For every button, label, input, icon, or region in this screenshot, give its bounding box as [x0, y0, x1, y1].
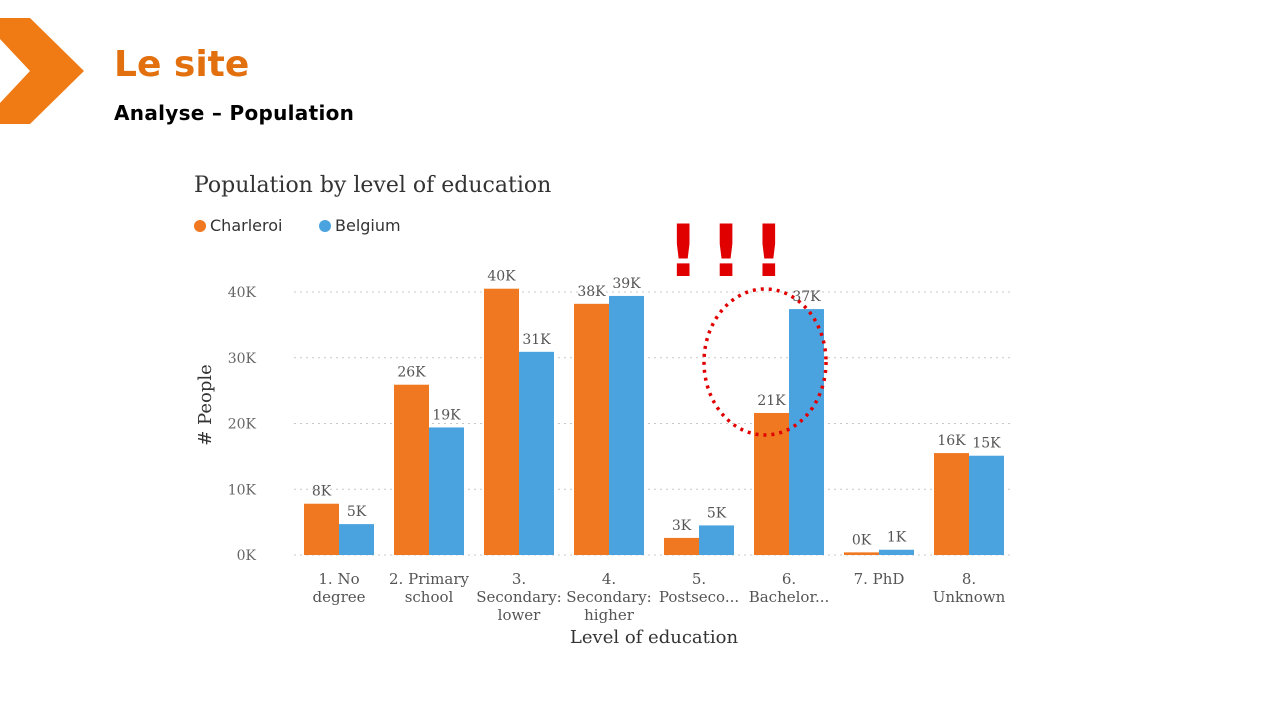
y-axis-ticks: 0K 10K 20K 30K 40K [228, 285, 257, 564]
alert-exclamation: !!! [667, 209, 796, 293]
x-category-line: 4. [602, 570, 616, 588]
x-category-label: 4. Secondary: higher [566, 570, 652, 624]
x-category-line: Secondary: [566, 588, 652, 606]
bar-belgium [699, 525, 734, 555]
x-axis-title: Level of education [570, 627, 739, 648]
bar-charleroi [754, 412, 789, 555]
legend-swatch-belgium [319, 220, 331, 232]
y-axis-title: # People [195, 364, 216, 446]
y-tick-label: 20K [228, 417, 257, 433]
slide-title: Le site [114, 44, 250, 85]
x-category-line: Secondary: [476, 588, 562, 606]
bar-belgium [879, 549, 914, 555]
data-label-belgium: 5K [347, 504, 367, 520]
x-category-label: 1. No degree [312, 570, 365, 606]
bar-belgium [969, 455, 1004, 555]
bar-belgium [789, 309, 824, 555]
data-label-belgium: 19K [432, 407, 461, 423]
y-tick-label: 40K [228, 285, 257, 301]
x-category-line: school [405, 588, 454, 606]
x-category-label: 3. Secondary: lower [476, 570, 562, 624]
bar-charleroi [664, 537, 699, 555]
legend-swatch-charleroi [194, 220, 206, 232]
brand-chevron-shape [0, 18, 84, 124]
chart-legend: Charleroi Belgium [194, 216, 401, 235]
y-tick-label: 30K [228, 351, 257, 367]
data-label-charleroi: 40K [487, 269, 516, 285]
bar-charleroi [484, 288, 519, 555]
data-label-belgium: 31K [522, 332, 551, 348]
bar-charleroi [394, 384, 429, 555]
legend-label-charleroi: Charleroi [210, 216, 282, 235]
x-category-line: 3. [512, 570, 526, 588]
bars [304, 288, 1004, 555]
data-label-belgium: 39K [612, 276, 641, 292]
x-category-line: 6. [782, 570, 796, 588]
bar-charleroi [304, 503, 339, 555]
slide-subtitle: Analyse – Population [114, 101, 355, 125]
x-category-line: Bachelor... [749, 588, 830, 606]
bar-belgium [339, 524, 374, 555]
bar-belgium [519, 351, 554, 555]
chart-title: Population by level of education [194, 173, 551, 198]
data-label-charleroi: 16K [937, 433, 966, 449]
x-category-line: 1. No [318, 570, 359, 588]
x-category-line: lower [498, 606, 542, 624]
data-label-belgium: 37K [792, 289, 821, 305]
x-category-line: 2. Primary [389, 570, 469, 588]
data-label-charleroi: 8K [312, 484, 332, 500]
data-label-charleroi: 21K [757, 393, 786, 409]
y-tick-label: 10K [228, 482, 257, 498]
highlight-circle [702, 287, 828, 437]
bar-charleroi [934, 453, 969, 555]
data-label-belgium: 1K [887, 530, 907, 546]
bar-belgium [429, 427, 464, 555]
data-label-belgium: 15K [972, 436, 1001, 452]
data-label-charleroi: 26K [397, 365, 426, 381]
x-category-label: 5. Postseco... [659, 570, 739, 606]
x-category-line: 5. [692, 570, 706, 588]
x-category-line: 8. [962, 570, 976, 588]
x-category-label: 2. Primary school [389, 570, 469, 606]
x-category-line: Unknown [933, 588, 1006, 606]
x-category-line: higher [584, 606, 635, 624]
bar-belgium [609, 295, 644, 555]
x-category-label: 6. Bachelor... [749, 570, 830, 606]
brand-chevron-logo [0, 18, 84, 124]
data-labels: 8K 5K 26K 19K 40K 31K 38K 39K 3K 5K 21K 37K 0K 1K 16K 1… [312, 269, 1001, 549]
data-label-belgium: 5K [707, 505, 727, 521]
x-category-label: 7. PhD [854, 570, 905, 588]
legend-label-belgium: Belgium [335, 216, 401, 235]
x-category-line: Postseco... [659, 588, 739, 606]
x-category-label: 8. Unknown [933, 570, 1006, 606]
x-category-line: degree [312, 588, 365, 606]
data-label-charleroi: 38K [577, 284, 606, 300]
x-category-line: 7. PhD [854, 570, 905, 588]
y-tick-label: 0K [237, 548, 257, 564]
bar-charleroi [574, 303, 609, 555]
bar-charleroi [844, 552, 879, 555]
data-label-charleroi: 3K [672, 518, 692, 534]
data-label-charleroi: 0K [852, 532, 872, 548]
